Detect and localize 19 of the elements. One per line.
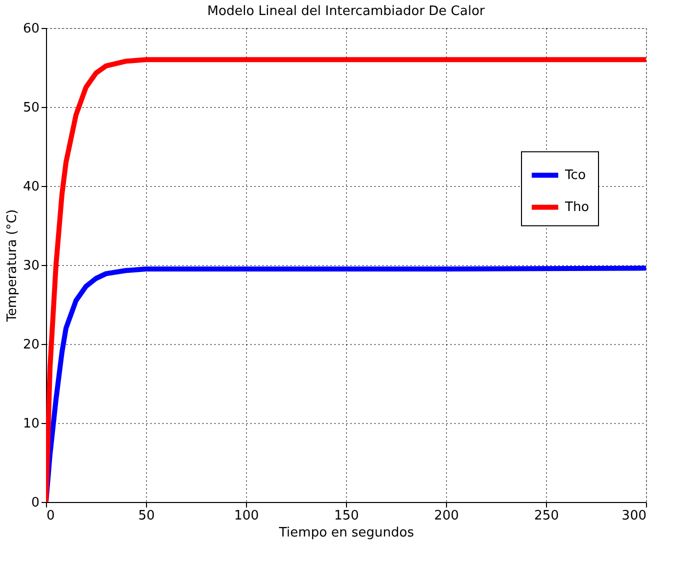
y-tick-label: 60 <box>22 22 40 36</box>
y-tick-label: 0 <box>31 496 40 510</box>
x-tick-label: 150 <box>334 508 359 524</box>
y-axis-title: Temperatura (°C) <box>4 209 20 323</box>
x-tick-label: 0 <box>46 508 55 524</box>
chart-title: Modelo Lineal del Intercambiador De Calor <box>207 4 486 19</box>
y-tick-label: 20 <box>22 338 40 352</box>
y-tick-label: 30 <box>22 258 40 274</box>
y-tick-label: 50 <box>22 100 40 116</box>
y-tick-label: 40 <box>22 180 40 194</box>
x-tick-label: 250 <box>534 508 559 524</box>
x-tick-label: 300 <box>622 508 646 524</box>
x-tick-label: 100 <box>234 508 259 524</box>
x-tick-label: 200 <box>434 508 459 524</box>
x-axis-title: Tiempo en segundos <box>278 526 414 540</box>
x-tick-label: 50 <box>138 508 155 524</box>
y-tick-label: 10 <box>22 416 40 432</box>
legend-label: Tco <box>564 168 586 184</box>
legend-label: Tho <box>564 200 590 216</box>
